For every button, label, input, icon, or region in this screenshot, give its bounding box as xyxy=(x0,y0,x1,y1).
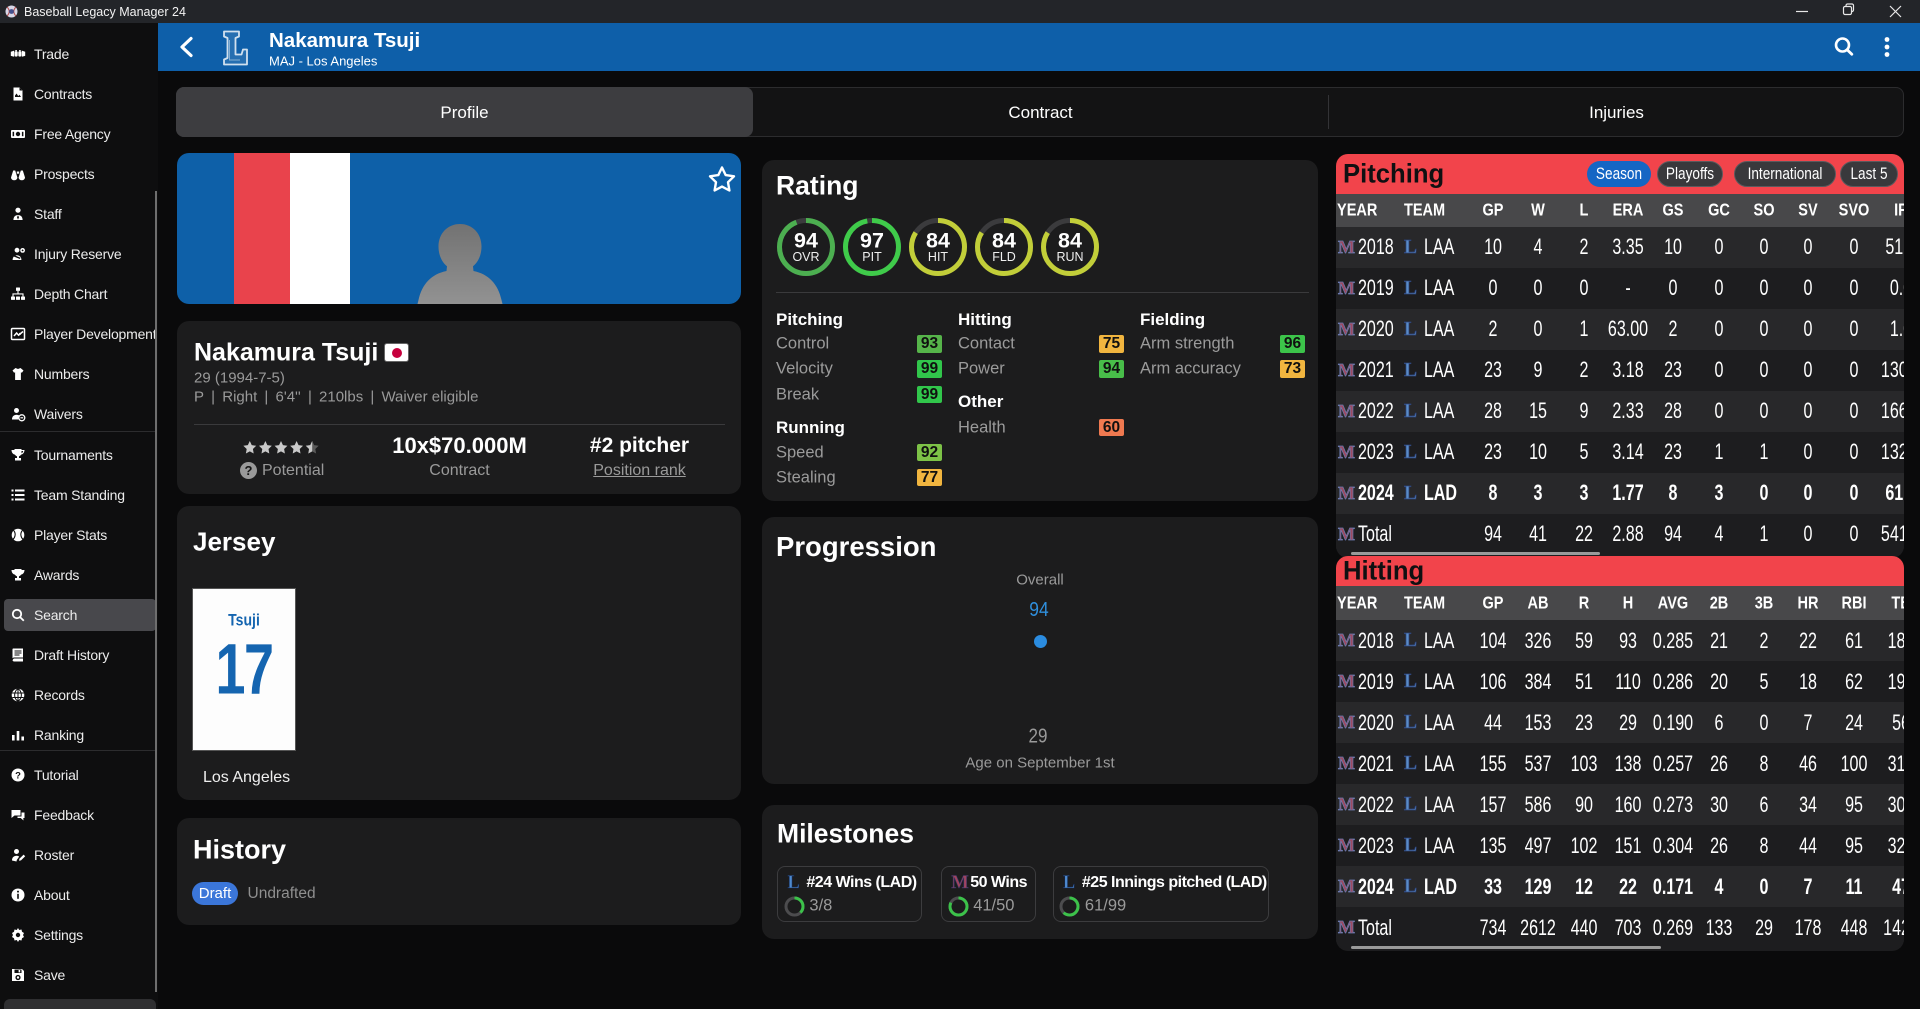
svg-text:94: 94 xyxy=(794,229,818,253)
svg-text:84: 84 xyxy=(992,229,1016,253)
svg-text:FLD: FLD xyxy=(992,250,1016,264)
svg-text:RUN: RUN xyxy=(1056,250,1083,264)
svg-text:OVR: OVR xyxy=(792,250,819,264)
svg-text:?: ? xyxy=(15,770,21,781)
svg-text:84: 84 xyxy=(926,229,950,253)
svg-text:97: 97 xyxy=(860,229,884,253)
svg-text:PIT: PIT xyxy=(862,250,882,264)
svg-text:HIT: HIT xyxy=(928,250,949,264)
svg-text:84: 84 xyxy=(1058,229,1082,253)
